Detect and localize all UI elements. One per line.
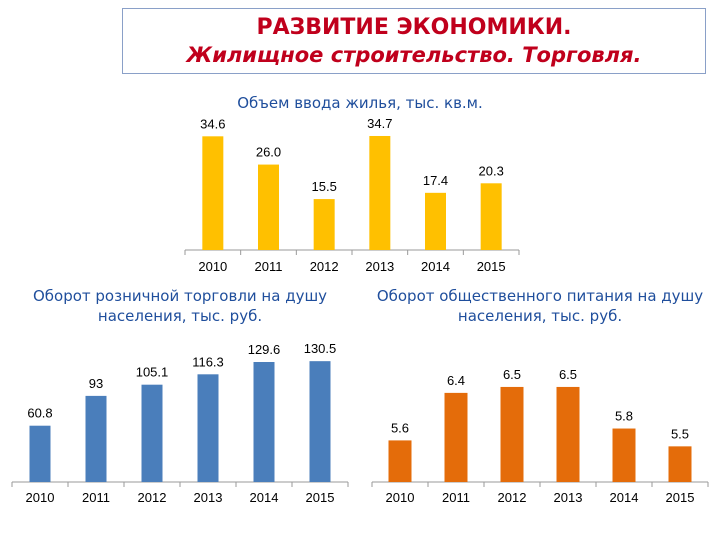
catering-bar-2014: [612, 428, 636, 482]
page-subtitle: Жилищное строительство. Торговля.: [186, 43, 642, 67]
catering-tick-label: 2013: [554, 490, 583, 505]
retail-tick-label: 2010: [26, 490, 55, 505]
catering-bar-2015: [668, 446, 692, 482]
housing-chart-title: Объем ввода жилья, тыс. кв.м.: [237, 94, 483, 112]
retail-tick-label: 2012: [138, 490, 167, 505]
page-title: РАЗВИТИЕ ЭКОНОМИКИ.: [256, 15, 572, 40]
catering-value-label: 6.5: [559, 367, 577, 382]
retail-bar-2013: [197, 374, 219, 482]
title-box: РАЗВИТИЕ ЭКОНОМИКИ. Жилищное строительст…: [122, 8, 706, 74]
housing-value-label: 34.6: [200, 116, 225, 131]
housing-value-label: 20.3: [479, 163, 504, 178]
catering-bar-2011: [444, 392, 468, 482]
housing-value-label: 17.4: [423, 173, 448, 188]
housing-tick-label: 2012: [310, 259, 339, 274]
housing-tick-label: 2010: [198, 259, 227, 274]
retail-bar-2012: [141, 384, 163, 482]
housing-bar-2010: [202, 136, 224, 250]
retail-tick-label: 2014: [250, 490, 279, 505]
catering-tick-label: 2014: [610, 490, 639, 505]
housing-tick-label: 2015: [477, 259, 506, 274]
catering-value-label: 6.4: [447, 373, 465, 388]
catering-bar-2013: [556, 386, 580, 482]
retail-value-label: 129.6: [248, 342, 281, 357]
housing-value-label: 26.0: [256, 145, 281, 160]
housing-bar-2012: [313, 199, 335, 250]
retail-tick-label: 2015: [306, 490, 335, 505]
retail-chart-title: Оборот розничной торговли на душу населе…: [32, 287, 328, 325]
retail-value-label: 130.5: [304, 341, 337, 356]
catering-value-label: 5.8: [615, 409, 633, 424]
catering-bar-2012: [500, 386, 524, 482]
retail-value-label: 116.3: [192, 354, 224, 369]
catering-tick-label: 2011: [442, 490, 470, 505]
catering-tick-label: 2010: [386, 490, 415, 505]
catering-tick-label: 2015: [666, 490, 695, 505]
housing-tick-label: 2011: [255, 259, 283, 274]
catering-value-label: 5.6: [391, 420, 409, 435]
housing-tick-label: 2014: [421, 259, 450, 274]
housing-bar-2013: [369, 135, 391, 250]
housing-bar-2011: [258, 164, 279, 250]
retail-value-label: 105.1: [136, 365, 169, 380]
retail-bar-2015: [309, 361, 331, 482]
housing-tick-label: 2013: [365, 259, 394, 274]
retail-tick-label: 2013: [194, 490, 223, 505]
retail-tick-label: 2011: [82, 490, 110, 505]
housing-bar-2014: [425, 192, 446, 250]
retail-bar-2010: [29, 425, 51, 482]
retail-bar-2014: [253, 362, 275, 482]
catering-bar-2010: [388, 440, 412, 482]
catering-tick-label: 2012: [498, 490, 527, 505]
housing-bar-2015: [480, 183, 502, 250]
retail-value-label: 60.8: [27, 406, 52, 421]
catering-value-label: 5.5: [671, 426, 689, 441]
catering-chart-title: Оборот общественного питания на душу нас…: [376, 287, 704, 325]
housing-value-label: 15.5: [312, 179, 337, 194]
housing-value-label: 34.7: [367, 116, 392, 131]
retail-bar-2011: [85, 395, 107, 482]
catering-value-label: 6.5: [503, 367, 521, 382]
retail-value-label: 93: [89, 376, 103, 391]
